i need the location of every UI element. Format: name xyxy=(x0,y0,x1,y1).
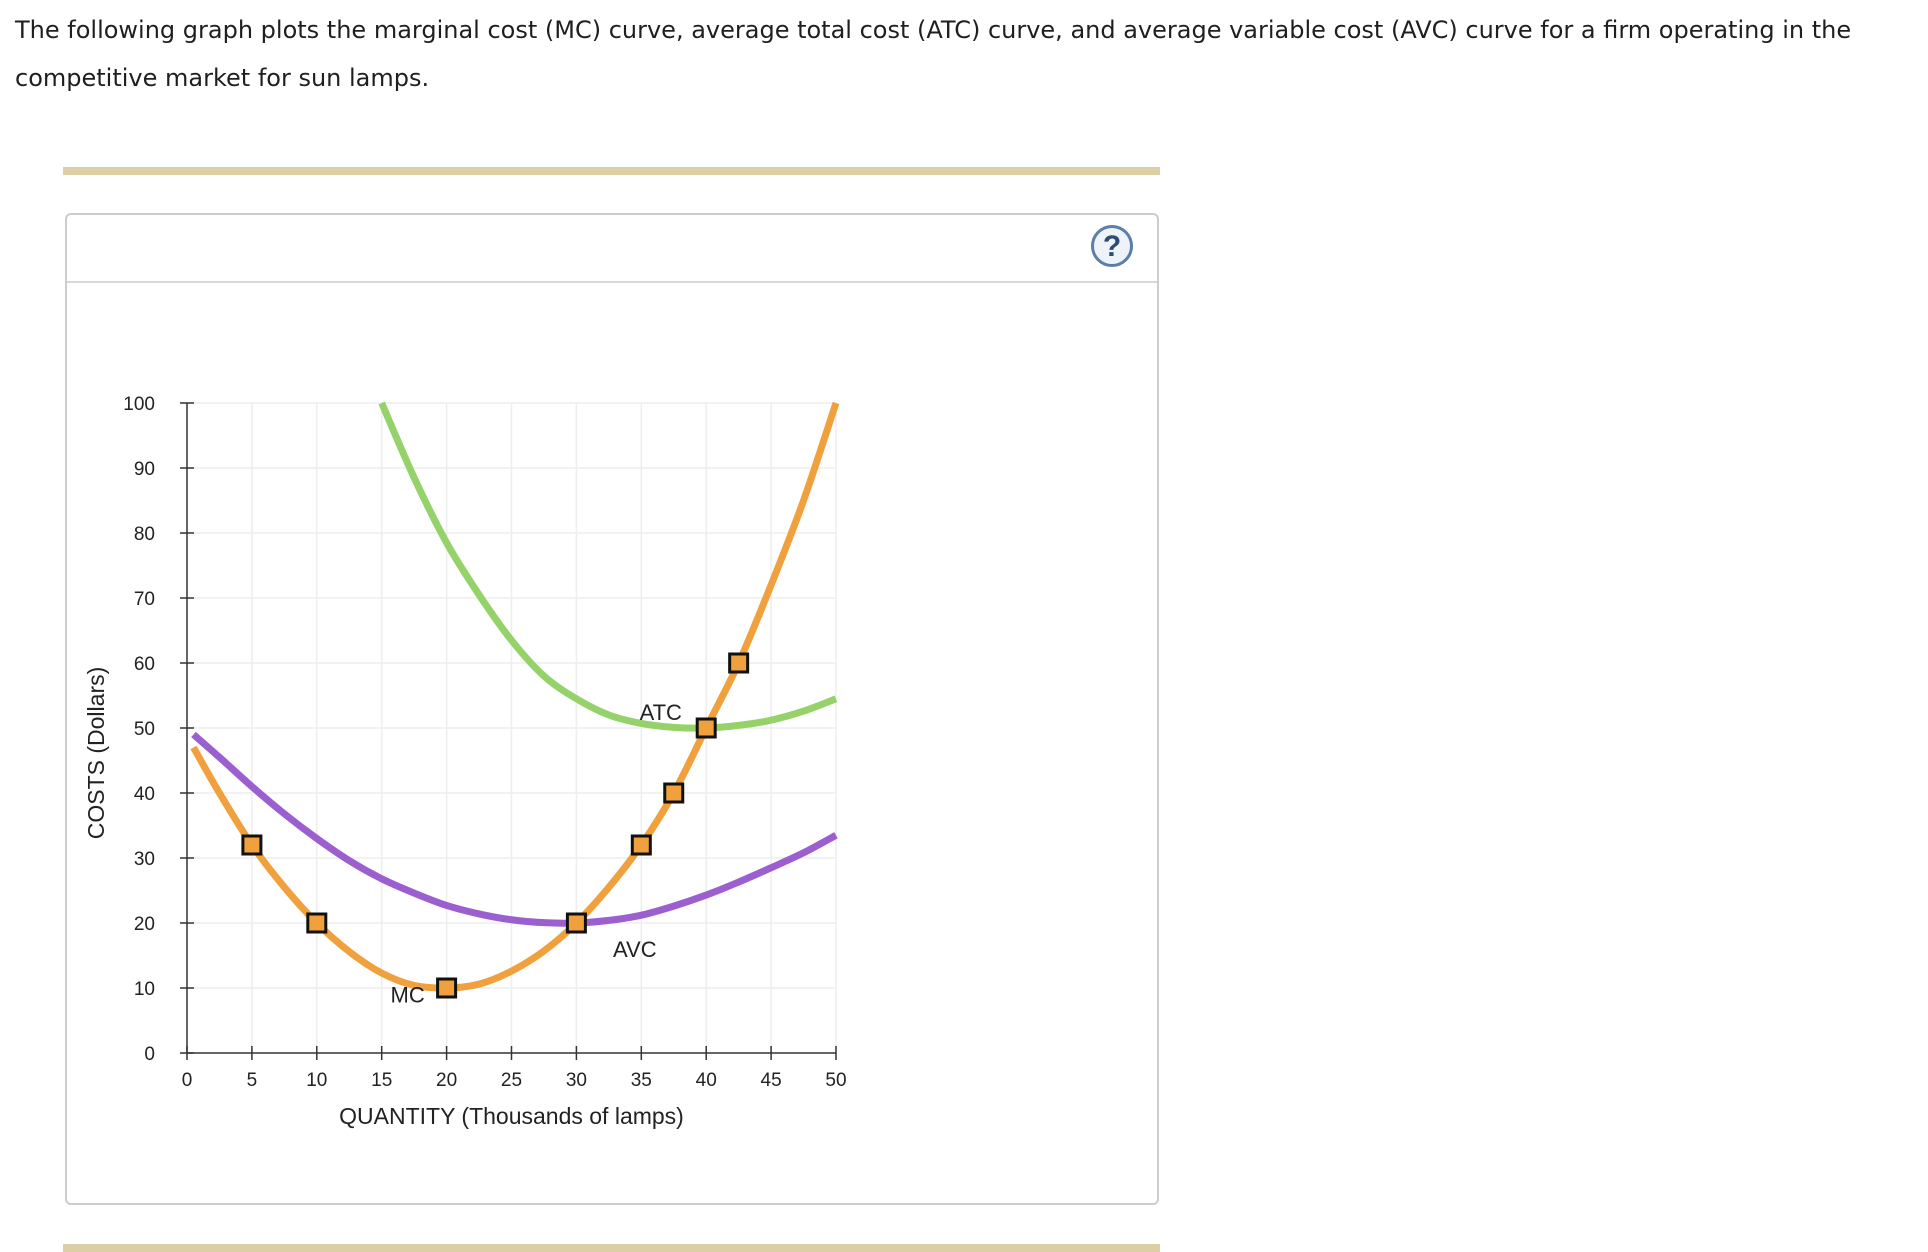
top-divider xyxy=(63,167,1160,175)
bottom-divider xyxy=(63,1244,1160,1252)
y-tick-label: 50 xyxy=(134,719,155,740)
x-tick-label: 45 xyxy=(761,1070,782,1091)
mc-point-marker xyxy=(728,652,750,674)
atc-curve xyxy=(378,401,838,732)
y-tick-label: 70 xyxy=(134,589,155,610)
graph-panel xyxy=(65,213,1159,1205)
y-tick-label: 0 xyxy=(144,1044,155,1065)
intro-text: The following graph plots the marginal c… xyxy=(15,16,1852,92)
axes: 0 5 10 15 20 25 30 35 40 45 50 0 10 20 30 40 50 60 70 80 90 1… xyxy=(123,394,846,1091)
mc-point-marker xyxy=(565,912,587,934)
mc-point-marker xyxy=(436,977,458,999)
x-tick-label: 35 xyxy=(631,1070,652,1091)
help-icon[interactable]: ? xyxy=(1091,225,1133,267)
x-tick-label: 30 xyxy=(566,1070,587,1091)
x-tick-label: 5 xyxy=(247,1070,258,1091)
mc-curve xyxy=(190,401,840,992)
mc-point-marker xyxy=(663,782,685,804)
x-axis-title: QUANTITY (Thousands of lamps) xyxy=(339,1103,684,1129)
x-tick-label: 20 xyxy=(436,1070,457,1091)
mc-point-marker xyxy=(695,717,717,739)
y-axis-title: COSTS (Dollars) xyxy=(83,667,109,840)
x-tick-label: 50 xyxy=(825,1070,846,1091)
y-tick-label: 40 xyxy=(134,784,155,805)
x-tick-label: 10 xyxy=(306,1070,327,1091)
y-tick-label: 80 xyxy=(134,524,155,545)
mc-curve-label: MC xyxy=(391,983,425,1008)
markers xyxy=(241,652,750,999)
x-tick-label: 40 xyxy=(696,1070,717,1091)
x-tick-label: 15 xyxy=(371,1070,392,1091)
mc-point-marker xyxy=(241,834,263,856)
mc-point-marker xyxy=(306,912,328,934)
y-tick-label: 30 xyxy=(134,849,155,870)
avc-curve-label: AVC xyxy=(613,937,657,962)
y-tick-label: 60 xyxy=(134,654,155,675)
atc-curve-label: ATC xyxy=(640,700,682,725)
mc-point-marker xyxy=(630,834,652,856)
y-tick-label: 100 xyxy=(123,394,155,415)
y-tick-label: 10 xyxy=(134,979,155,1000)
graph-panel-header xyxy=(67,215,1157,283)
curve-labels: MC ATC AVC xyxy=(391,700,683,1008)
y-tick-label: 20 xyxy=(134,914,155,935)
x-tick-label: 0 xyxy=(182,1070,193,1091)
curves xyxy=(190,401,840,992)
y-tick-label: 90 xyxy=(134,459,155,480)
avc-curve xyxy=(191,731,838,927)
x-tick-label: 25 xyxy=(501,1070,522,1091)
